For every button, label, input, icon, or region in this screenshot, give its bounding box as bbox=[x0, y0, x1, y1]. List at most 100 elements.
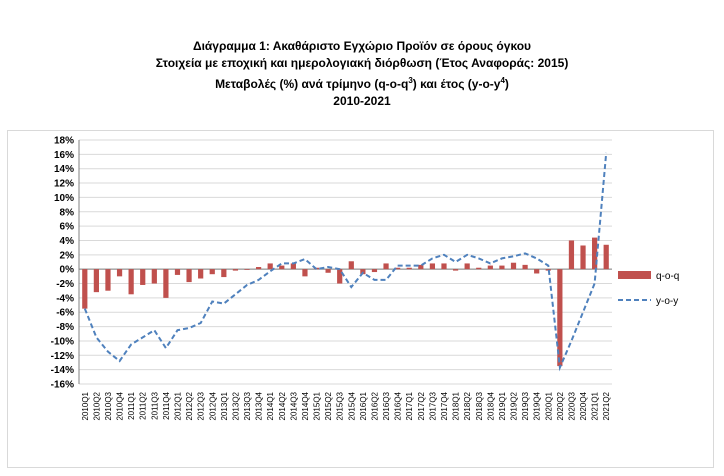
x-tick-label: 2019Q2 bbox=[510, 391, 519, 420]
bar bbox=[499, 265, 505, 270]
x-tick-label: 2016Q4 bbox=[394, 391, 403, 420]
bar bbox=[174, 269, 181, 275]
x-tick-label: 2020Q1 bbox=[544, 391, 553, 420]
bar bbox=[209, 269, 215, 275]
chart-period: 2010-2021 bbox=[333, 94, 391, 108]
bar bbox=[325, 269, 331, 273]
y-tick-label: -10% bbox=[51, 336, 74, 347]
x-tick-label: 2014Q2 bbox=[278, 391, 287, 420]
x-tick-label: 2015Q2 bbox=[324, 391, 333, 420]
bar bbox=[93, 269, 99, 293]
x-tick-label: 2020Q2 bbox=[556, 391, 565, 420]
bar bbox=[592, 237, 598, 270]
bar bbox=[371, 269, 378, 273]
bar bbox=[267, 263, 273, 270]
bar bbox=[232, 269, 239, 271]
bar bbox=[557, 269, 563, 367]
bar bbox=[603, 244, 609, 270]
x-tick-label: 2013Q3 bbox=[243, 391, 252, 420]
x-tick-label: 2017Q1 bbox=[405, 391, 414, 420]
bar bbox=[221, 269, 227, 278]
bar bbox=[279, 265, 285, 270]
bar bbox=[429, 263, 436, 270]
y-tick-label: 8% bbox=[60, 207, 75, 218]
bar bbox=[418, 264, 424, 270]
y-tick-label: -4% bbox=[56, 293, 74, 304]
bar bbox=[105, 269, 111, 291]
x-tick-label: 2017Q4 bbox=[440, 391, 449, 420]
x-tick-label: 2010Q1 bbox=[81, 391, 90, 420]
y-tick-label: -2% bbox=[56, 279, 74, 290]
bar bbox=[116, 269, 123, 277]
bar bbox=[510, 262, 517, 270]
x-tick-label: 2021Q1 bbox=[591, 391, 600, 420]
series-line-y-o-y bbox=[83, 152, 608, 372]
y-tick-label: 10% bbox=[54, 193, 74, 204]
bar bbox=[255, 267, 262, 270]
x-tick-label: 2015Q1 bbox=[313, 391, 322, 420]
bar bbox=[406, 267, 412, 270]
bar bbox=[163, 269, 169, 298]
y-tick-label: 12% bbox=[54, 179, 74, 190]
chart-title: Διάγραμμα 1: Ακαθάριστο Εγχώριο Προϊόν σ… bbox=[192, 39, 532, 53]
bar bbox=[128, 269, 134, 295]
bar bbox=[487, 265, 493, 270]
x-tick-label: 2020Q4 bbox=[579, 391, 588, 420]
chart-frame bbox=[7, 130, 714, 468]
x-tick-label: 2012Q2 bbox=[185, 391, 194, 420]
bar bbox=[140, 269, 146, 285]
bar bbox=[534, 269, 540, 274]
x-tick-label: 2018Q4 bbox=[486, 391, 495, 420]
y-tick-label: -8% bbox=[56, 322, 74, 333]
x-tick-label: 2014Q4 bbox=[301, 391, 310, 420]
legend-swatch-q-o-q bbox=[618, 271, 651, 279]
x-tick-label: 2017Q2 bbox=[417, 391, 426, 420]
x-tick-label: 2014Q3 bbox=[289, 391, 298, 420]
bar bbox=[337, 269, 343, 284]
x-tick-label: 2019Q3 bbox=[521, 391, 530, 420]
y-tick-label: 14% bbox=[54, 164, 74, 175]
x-tick-label: 2016Q3 bbox=[382, 391, 391, 420]
x-tick-label: 2015Q3 bbox=[336, 391, 345, 420]
x-tick-label: 2020Q3 bbox=[567, 391, 576, 420]
chart-titles: Διάγραμμα 1: Ακαθάριστο Εγχώριο Προϊόν σ… bbox=[0, 38, 724, 110]
y-tick-label: 16% bbox=[54, 150, 74, 161]
x-tick-label: 2014Q1 bbox=[266, 391, 275, 420]
bar bbox=[395, 267, 401, 270]
title-line3-pre: Μεταβολές (%) ανά τρίμηνο (q-o-q bbox=[215, 77, 409, 91]
bar bbox=[545, 269, 551, 271]
x-tick-label: 2011Q1 bbox=[127, 391, 136, 419]
y-tick-label: 6% bbox=[60, 222, 75, 233]
x-tick-label: 2016Q2 bbox=[370, 391, 379, 420]
bar bbox=[348, 261, 354, 270]
y-tick-label: -12% bbox=[51, 351, 74, 362]
bar bbox=[568, 240, 575, 270]
x-tick-label: 2011Q2 bbox=[139, 391, 148, 419]
x-tick-label: 2011Q3 bbox=[150, 391, 159, 419]
y-tick-label: 2% bbox=[60, 250, 75, 261]
bar bbox=[198, 269, 204, 279]
x-tick-label: 2010Q2 bbox=[92, 391, 101, 420]
legend: q-o-q y-o-y bbox=[618, 271, 679, 307]
x-tick-label: 2012Q1 bbox=[173, 391, 182, 420]
y-tick-label: 0% bbox=[60, 265, 75, 276]
x-tick-label: 2013Q2 bbox=[231, 391, 240, 420]
y-tick-label: 4% bbox=[60, 236, 75, 247]
x-tick-label: 2013Q1 bbox=[220, 391, 229, 420]
x-tick-label: 2012Q4 bbox=[208, 391, 217, 420]
x-tick-label: 2021Q2 bbox=[602, 391, 611, 420]
footnote-ref-3: 3 bbox=[408, 76, 413, 85]
x-tick-label: 2017Q3 bbox=[428, 391, 437, 420]
bar bbox=[452, 269, 459, 271]
x-tick-label: 2019Q1 bbox=[498, 391, 507, 420]
bar bbox=[464, 263, 470, 270]
bar bbox=[290, 263, 296, 270]
legend-label-y-o-y: y-o-y bbox=[656, 296, 678, 307]
bar bbox=[151, 269, 157, 284]
bar bbox=[580, 245, 586, 270]
y-tick-label: 18% bbox=[54, 136, 74, 147]
x-tick-label: 2018Q3 bbox=[475, 391, 484, 420]
x-tick-label: 2018Q2 bbox=[463, 391, 472, 420]
x-tick-label: 2011Q4 bbox=[162, 391, 171, 419]
